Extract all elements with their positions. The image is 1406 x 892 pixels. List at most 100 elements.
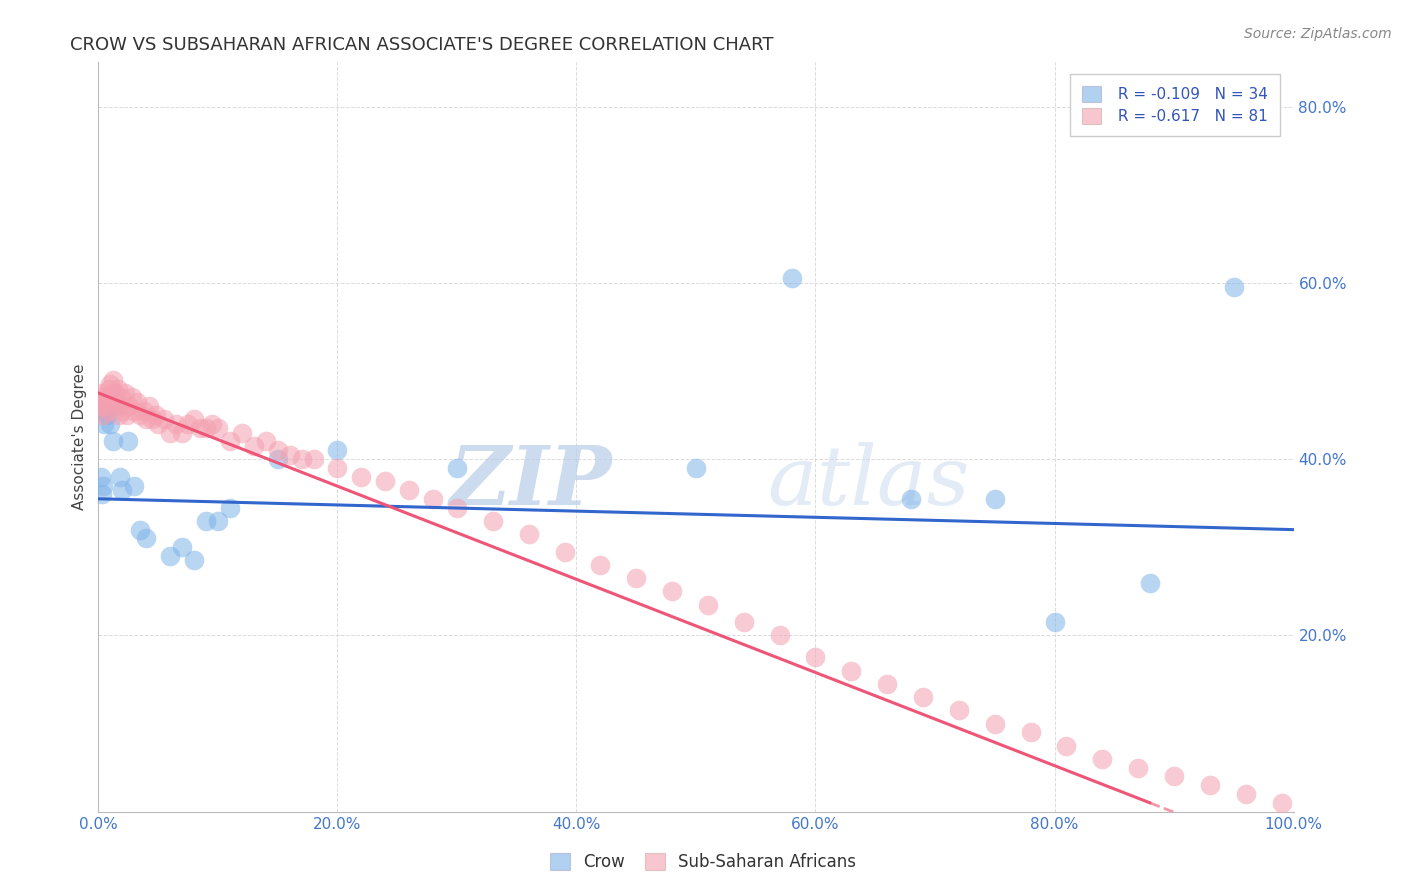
Point xyxy=(141,412,163,426)
Point xyxy=(135,532,157,546)
Point xyxy=(1128,761,1150,775)
Point xyxy=(107,408,129,422)
Point xyxy=(267,452,290,467)
Point xyxy=(1091,752,1114,766)
Point xyxy=(135,412,157,426)
Point xyxy=(697,598,720,612)
Point xyxy=(219,500,242,515)
Point xyxy=(89,399,111,413)
Point xyxy=(100,386,122,401)
Point xyxy=(278,448,301,462)
Legend:  R = -0.109   N = 34,  R = -0.617   N = 81: R = -0.109 N = 34, R = -0.617 N = 81 xyxy=(1070,74,1279,136)
Point xyxy=(111,403,134,417)
Point xyxy=(115,408,138,422)
Point xyxy=(159,425,181,440)
Point xyxy=(911,690,934,705)
Point xyxy=(114,386,136,401)
Point xyxy=(900,491,922,506)
Point xyxy=(398,483,420,497)
Point xyxy=(626,571,648,585)
Point xyxy=(165,417,187,431)
Point xyxy=(159,549,181,563)
Point xyxy=(207,421,229,435)
Point xyxy=(177,417,200,431)
Point xyxy=(876,677,898,691)
Point xyxy=(1139,575,1161,590)
Point xyxy=(98,394,121,409)
Point xyxy=(107,382,129,396)
Point xyxy=(117,434,139,449)
Point xyxy=(1163,769,1185,783)
Point xyxy=(1043,615,1066,630)
Point xyxy=(517,527,540,541)
Point xyxy=(768,628,790,642)
Point xyxy=(733,615,755,630)
Point xyxy=(374,474,396,488)
Point xyxy=(446,500,468,515)
Point xyxy=(326,443,349,458)
Point xyxy=(780,271,803,285)
Point xyxy=(96,408,118,422)
Point xyxy=(107,399,129,413)
Point xyxy=(91,478,114,492)
Point xyxy=(243,439,266,453)
Legend: Crow, Sub-Saharan Africans: Crow, Sub-Saharan Africans xyxy=(541,845,865,880)
Text: CROW VS SUBSAHARAN AFRICAN ASSOCIATE'S DEGREE CORRELATION CHART: CROW VS SUBSAHARAN AFRICAN ASSOCIATE'S D… xyxy=(70,36,773,54)
Point xyxy=(291,452,314,467)
Text: atlas: atlas xyxy=(768,442,970,522)
Point xyxy=(841,664,863,678)
Point xyxy=(93,394,115,409)
Point xyxy=(91,487,114,501)
Point xyxy=(267,443,290,458)
Point xyxy=(105,394,128,409)
Point xyxy=(661,584,683,599)
Point xyxy=(124,403,146,417)
Point xyxy=(132,403,155,417)
Point xyxy=(110,391,132,405)
Y-axis label: Associate's Degree: Associate's Degree xyxy=(72,364,87,510)
Point xyxy=(195,514,218,528)
Point xyxy=(1056,739,1078,753)
Point xyxy=(138,399,160,413)
Point xyxy=(1199,778,1222,792)
Point xyxy=(124,478,146,492)
Point xyxy=(804,650,827,665)
Point xyxy=(121,391,143,405)
Text: Source: ZipAtlas.com: Source: ZipAtlas.com xyxy=(1244,27,1392,41)
Point xyxy=(101,373,124,387)
Point xyxy=(148,417,170,431)
Point xyxy=(129,523,152,537)
Point xyxy=(129,408,152,422)
Point xyxy=(219,434,242,449)
Point xyxy=(98,417,122,431)
Point xyxy=(422,491,444,506)
Point xyxy=(1019,725,1042,739)
Point xyxy=(589,558,612,572)
Point xyxy=(98,382,121,396)
Point xyxy=(172,425,194,440)
Point xyxy=(98,377,122,392)
Point xyxy=(96,391,118,405)
Point xyxy=(104,386,127,401)
Point xyxy=(153,412,176,426)
Point xyxy=(481,514,505,528)
Point xyxy=(207,514,229,528)
Point xyxy=(91,408,114,422)
Point xyxy=(1223,280,1246,294)
Point xyxy=(326,461,349,475)
Point xyxy=(446,461,468,475)
Point xyxy=(108,399,131,413)
Point xyxy=(554,544,576,558)
Point xyxy=(195,421,218,435)
Point xyxy=(183,553,205,567)
Point xyxy=(103,391,125,405)
Point xyxy=(145,408,167,422)
Point xyxy=(183,412,205,426)
Point xyxy=(94,399,117,413)
Point xyxy=(254,434,277,449)
Point xyxy=(172,541,194,555)
Point xyxy=(91,386,114,401)
Point xyxy=(108,469,131,483)
Point xyxy=(188,421,211,435)
Point xyxy=(231,425,253,440)
